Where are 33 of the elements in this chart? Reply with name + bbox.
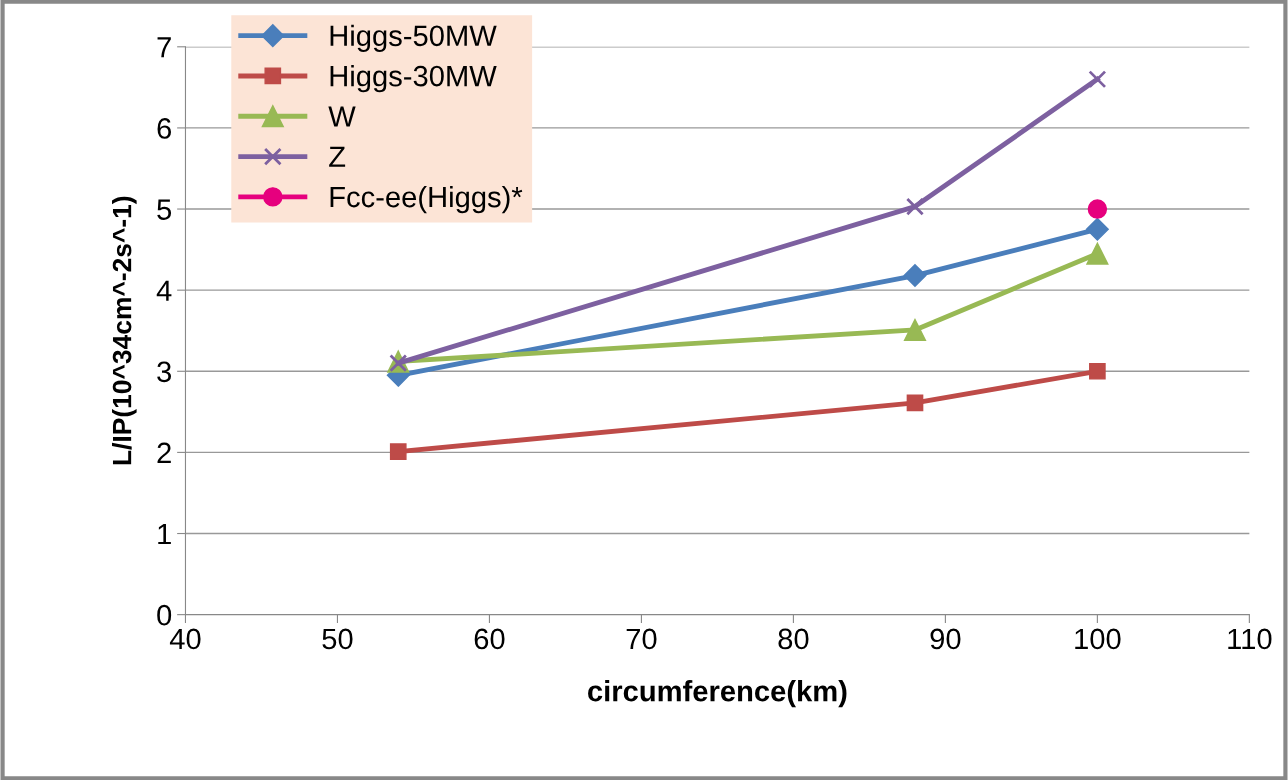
y-tick-label: 3 [157,361,171,383]
x-tick-label: 70 [626,628,657,650]
point [903,318,927,342]
point [1089,362,1106,380]
y-axis-title: L/IP(10^34cm^-2s^-1) [112,196,137,465]
legend-label: W [328,106,356,127]
y-tick-label: 6 [157,118,171,139]
point [906,394,924,412]
y-tick-label: 5 [157,199,172,220]
x-tick-label: 80 [778,628,809,650]
y-tick-label: 1 [158,524,171,545]
y-tick-label: 4 [156,280,172,301]
point [1086,242,1109,265]
point [1085,217,1109,241]
y-tick-label: 2 [157,442,171,463]
legend-label: Fcc-ee(Higgs)* [330,185,523,214]
legend-label: Higgs-30MW [330,65,497,93]
point [389,443,407,460]
point [1087,199,1108,219]
legend-label: Z [329,146,346,167]
x-tick-label: 40 [169,628,201,650]
x-tick-label: 60 [474,628,505,650]
point [905,197,925,216]
y-tick-label: 7 [157,37,171,58]
point [1088,70,1107,89]
point [903,264,927,288]
x-axis-title: circumference(km) [588,680,847,708]
legend-label: Higgs-50MW [330,24,497,52]
x-tick-label: 110 [1228,628,1272,650]
x-tick-label: 100 [1075,628,1121,650]
x-tick-label: 90 [930,628,961,650]
x-tick-label: 50 [322,628,353,650]
y-tick-label: 0 [157,604,172,626]
